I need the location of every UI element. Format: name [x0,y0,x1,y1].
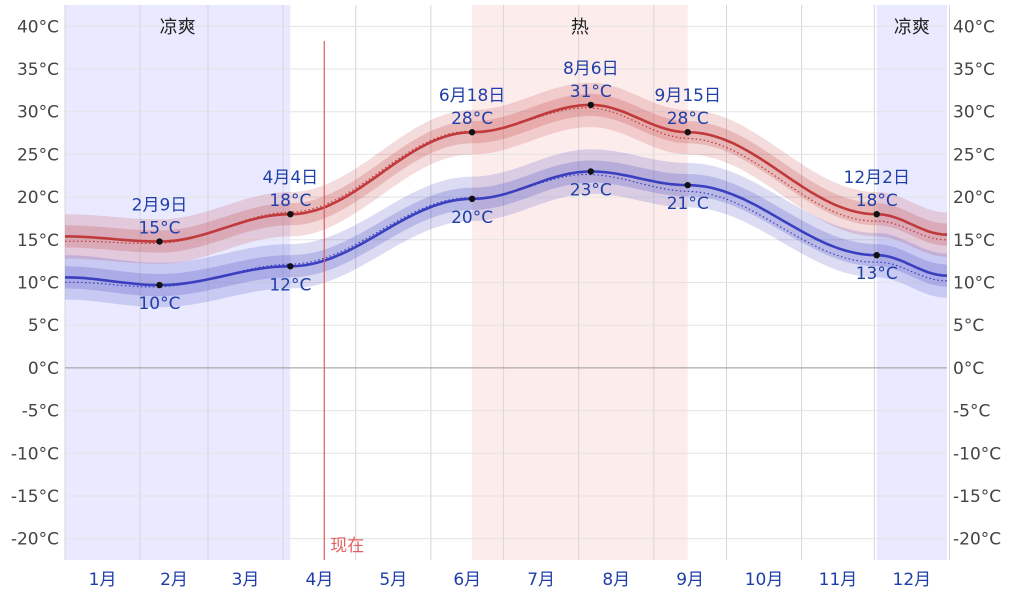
y-tick-left-7: 5°C [28,316,59,336]
month-label-8: 8月 [602,570,630,590]
annotation-label-5-0: 20°C [451,208,493,228]
annotation-label-8-0: 9月15日 [655,86,721,106]
high-line [65,103,948,243]
y-tick-right-4: 20°C [953,188,995,208]
season-label-1: 热 [571,17,589,38]
annotation-point-4 [468,129,476,136]
annotation-label-2-1: 18°C [269,191,311,211]
annotation-point-11 [873,251,880,259]
month-label-7: 7月 [527,570,555,590]
month-label-11: 11月 [819,570,858,590]
y-tick-left-5: 15°C [17,231,59,251]
annotation-label-3-0: 12°C [269,275,311,295]
y-tick-left-0: 40°C [17,17,59,37]
month-label-5: 5月 [379,570,407,590]
annotation-point-7 [587,168,595,175]
annotation-label-0-0: 2月9日 [132,196,188,216]
annotation-point-1 [156,281,163,289]
y-tick-right-11: -15°C [953,487,1001,507]
month-label-4: 4月 [306,570,334,590]
high-outer-band [65,82,947,264]
grid-lines [64,5,950,560]
annotation-label-8-1: 28°C [667,109,709,129]
y-tick-left-1: 35°C [17,60,59,80]
y-tick-right-0: 40°C [953,17,995,37]
y-tick-right-8: 0°C [953,359,984,379]
annotation-label-4-1: 28°C [451,109,493,129]
y-tick-left-4: 20°C [17,188,59,208]
month-label-3: 3月 [232,570,260,590]
annotation-label-6-1: 31°C [570,82,612,102]
annotation-label-10-1: 18°C [856,191,898,211]
month-label-9: 9月 [676,570,704,590]
y-tick-right-5: 15°C [953,231,995,251]
annotation-label-9-0: 21°C [667,194,709,214]
low-line [65,170,948,287]
y-tick-left-3: 25°C [17,145,59,165]
y-tick-left-2: 30°C [17,103,59,123]
y-tick-right-2: 30°C [953,103,995,123]
annotation-label-10-0: 12月2日 [844,168,910,188]
annotation-label-0-1: 15°C [138,219,180,239]
month-label-12: 12月 [893,570,932,590]
annotation-label-4-0: 6月18日 [439,86,505,106]
y-tick-right-7: 5°C [953,316,984,336]
season-label-0: 凉爽 [160,17,196,38]
y-tick-right-1: 35°C [953,60,995,80]
annotation-label-6-0: 8月6日 [563,59,619,79]
y-axis-right: 40°C 35°C 30°C 25°C 20°C 15°C 10°C 5°C 0°C -5°C -1… [953,17,1001,549]
annotation-point-3 [287,263,294,270]
low-inner-band [65,160,947,297]
season-labels: 凉爽 热 凉爽 [160,17,930,38]
x-axis-months: 1月 2月 3月 4月 5月 6月 7月 8月 9月 10月 11月 12月 [89,570,932,590]
month-label-6: 6月 [453,570,481,590]
annotation-points [156,101,880,289]
y-tick-left-11: -15°C [11,487,59,507]
annotation-point-0 [156,238,163,245]
y-tick-right-12: -20°C [953,530,1001,550]
now-label: 现在 [330,536,364,556]
y-tick-right-6: 10°C [953,274,995,294]
y-axis-left: 40°C 35°C 30°C 25°C 20°C 15°C 10°C 5°C 0°C -5°C -1… [11,17,59,549]
annotation-point-9 [684,181,691,189]
annotation-point-10 [873,210,880,218]
annotation-point-8 [684,129,691,136]
annotation-labels: 2月9日 15°C 10°C 4月4日 18°C 12°C 6月18日 28°C 20°C 8月6… [132,59,910,314]
month-label-1: 1月 [89,570,117,590]
season-label-2: 凉爽 [894,17,930,38]
annotation-label-1-0: 10°C [138,294,180,314]
y-tick-left-9: -5°C [22,402,59,422]
y-tick-right-9: -5°C [953,402,990,422]
y-tick-left-6: 10°C [17,274,59,294]
low-outer-band [65,149,947,308]
y-tick-right-3: 25°C [953,145,995,165]
temperature-lines [64,103,948,288]
y-tick-left-8: 0°C [28,359,59,379]
annotation-label-2-0: 4月4日 [263,168,319,188]
y-tick-right-10: -10°C [953,444,1001,464]
annotation-point-2 [287,210,294,218]
annotation-label-11-0: 13°C [856,264,898,284]
annotation-point-5 [468,195,476,203]
now-marker: 现在 [323,41,364,560]
annotation-label-7-0: 23°C [570,181,612,201]
month-label-2: 2月 [160,570,188,590]
month-label-10: 10月 [745,570,784,590]
annotation-point-6 [587,101,595,109]
y-tick-left-10: -10°C [11,444,59,464]
y-tick-left-12: -20°C [11,530,59,550]
